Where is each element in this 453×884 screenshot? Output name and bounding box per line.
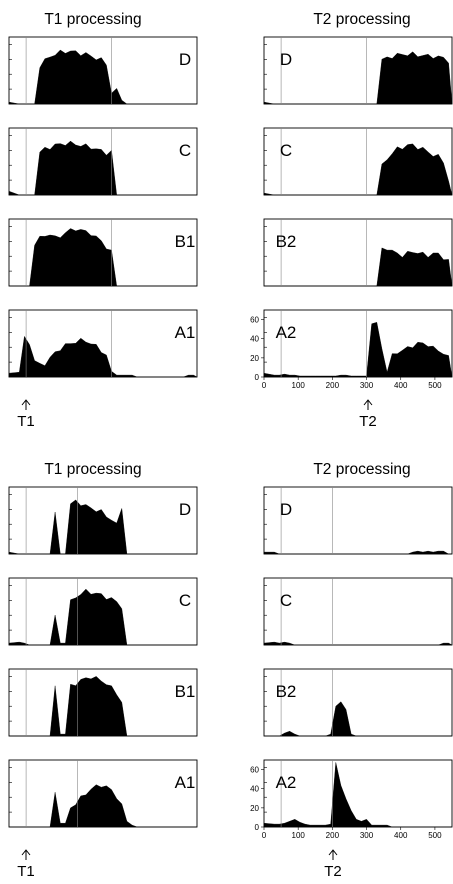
panel-label: A1 [175, 323, 196, 342]
arrow-marker-chart2 [21, 849, 31, 860]
panel-label: C [280, 591, 292, 610]
x-tick-label: 500 [428, 381, 442, 390]
panel-b2-chart3: B2 [263, 668, 453, 737]
x-tick-label: 200 [326, 831, 340, 840]
panel-label: C [179, 141, 191, 160]
panel-label: C [280, 141, 292, 160]
series-area-d [263, 51, 453, 105]
panel-b1-chart0: B1 [8, 218, 198, 287]
panel-c-chart2: C [8, 577, 198, 646]
arrow-marker-chart0 [21, 399, 31, 410]
chart-title-top-right: T2 processing [313, 11, 410, 28]
y-tick-label: 20 [250, 354, 259, 363]
arrow-head [21, 849, 31, 856]
x-tick-label: 500 [428, 831, 442, 840]
y-tick-label: 0 [255, 373, 260, 382]
series-area-c [8, 140, 197, 196]
series-area-c [263, 641, 453, 646]
arrow-head [363, 399, 373, 406]
x-tick-label: 100 [292, 381, 306, 390]
series-area-a2 [263, 322, 453, 378]
y-tick-label: 60 [250, 766, 259, 775]
panel-label: B1 [175, 232, 196, 251]
y-tick-label: 40 [250, 335, 259, 344]
arrow-marker-chart1 [363, 399, 373, 410]
x-tick-label: 0 [262, 381, 267, 390]
panel-label: C [179, 591, 191, 610]
panel-label: D [179, 500, 191, 519]
series-area-b2 [264, 247, 453, 287]
series-area-c [8, 588, 197, 646]
arrow-label-t1-top: T1 [17, 413, 35, 430]
arrow-label-t2-bottom: T2 [324, 863, 342, 880]
chart-title-bottom-left: T1 processing [44, 461, 141, 478]
panel-c-chart1: C [263, 127, 453, 196]
panel-label: B1 [175, 682, 196, 701]
series-area-d [8, 49, 197, 105]
panel-a1-chart2: A1 [8, 759, 198, 828]
y-tick-label: 20 [250, 804, 259, 813]
panel-c-chart3: C [263, 577, 453, 646]
panel-b2-chart1: B2 [263, 218, 453, 287]
series-area-a1 [9, 784, 197, 828]
panel-d-chart2: D [8, 486, 198, 555]
panel-a1-chart0: A1 [8, 309, 198, 378]
x-tick-label: 0 [262, 831, 267, 840]
panel-label: B2 [276, 682, 297, 701]
chart-title-bottom-right: T2 processing [313, 461, 410, 478]
chart-title-top-left: T1 processing [44, 11, 141, 28]
y-tick-label: 60 [250, 316, 259, 325]
series-area-d [8, 499, 197, 555]
arrow-head [328, 849, 338, 856]
arrow-head [21, 399, 31, 406]
panel-d-chart0: D [8, 36, 198, 105]
panel-a2-chart3: A2 0 20 40 60 0 100 200 300 400 500 [250, 759, 453, 840]
panel-label: A1 [175, 773, 196, 792]
x-tick-label: 200 [326, 381, 340, 390]
panel-frame [263, 759, 453, 828]
series-area-a2 [263, 762, 452, 828]
series-area-b1 [9, 676, 197, 737]
arrow-marker-chart3 [328, 849, 338, 860]
y-tick-label: 40 [250, 785, 259, 794]
series-area-b2 [264, 701, 452, 737]
panel-d-chart1: D [263, 36, 453, 105]
x-tick-label: 400 [394, 831, 408, 840]
x-tick-label: 100 [292, 831, 306, 840]
panel-label: A2 [276, 323, 297, 342]
series-area-a1 [8, 335, 198, 378]
x-tick-label: 400 [394, 381, 408, 390]
panel-a2-chart1: A2 0 20 40 60 0 100 200 300 400 500 [250, 309, 453, 390]
panel-b1-chart2: B1 [8, 668, 198, 737]
arrow-label-t2-top: T2 [359, 413, 377, 430]
series-area-d [263, 550, 452, 555]
panel-frame [263, 486, 453, 555]
panel-label: B2 [276, 232, 297, 251]
panel-label: D [280, 500, 292, 519]
arrow-label-t1-bottom: T1 [17, 863, 35, 880]
series-area-c [263, 143, 453, 196]
panel-label: A2 [276, 773, 297, 792]
x-tick-label: 300 [360, 381, 374, 390]
panel-label: D [179, 50, 191, 69]
panel-d-chart3: D [263, 486, 453, 555]
panel-frame [263, 668, 453, 737]
series-area-b1 [9, 228, 197, 287]
y-tick-label: 0 [255, 823, 260, 832]
panel-c-chart0: C [8, 127, 198, 196]
panel-frame [263, 577, 453, 646]
x-tick-label: 300 [360, 831, 374, 840]
panel-label: D [280, 50, 292, 69]
